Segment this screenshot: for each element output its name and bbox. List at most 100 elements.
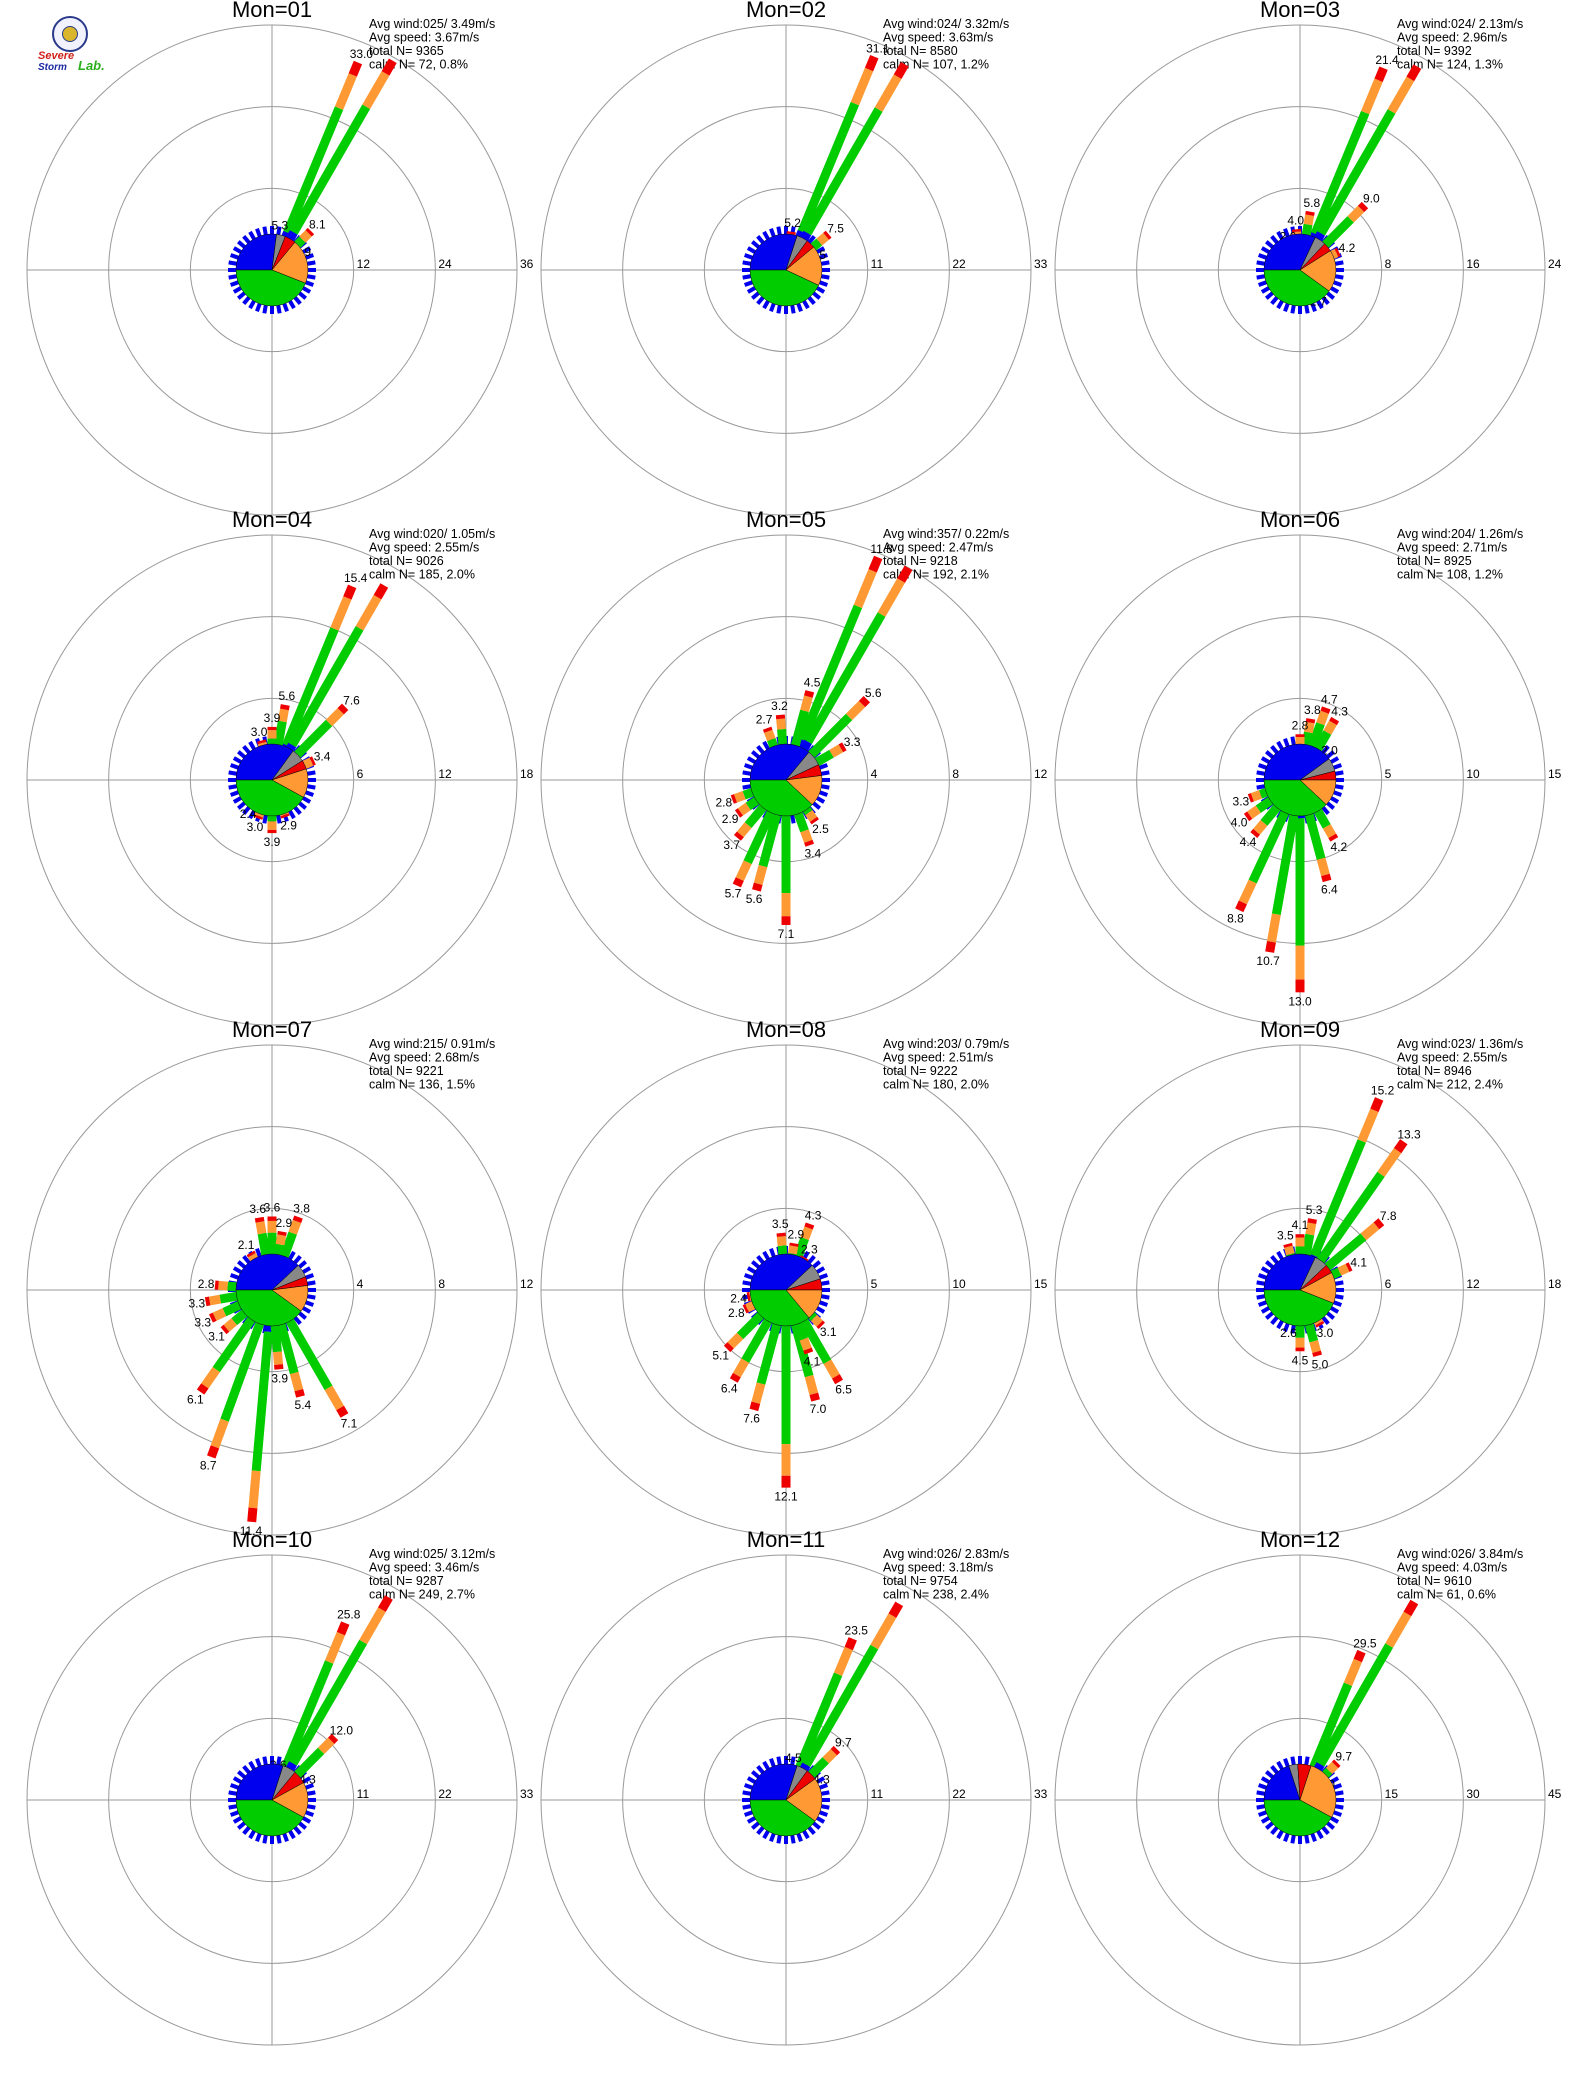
wind-bar <box>742 1304 749 1314</box>
bar-label: 2.8 <box>198 1277 215 1291</box>
stats-line: Avg speed: 2.47m/s <box>883 541 993 555</box>
bar-label: 3.5 <box>772 1217 789 1231</box>
wind-bar <box>220 1324 230 1335</box>
wind-bar <box>1334 247 1341 258</box>
pie-slice <box>235 269 306 307</box>
wind-bar <box>743 810 775 865</box>
bar-label: 21.4 <box>1375 53 1399 67</box>
stats-line: total N= 9218 <box>883 554 958 568</box>
wind-bar <box>286 742 297 752</box>
wind-bar <box>1330 248 1339 259</box>
logo-word-2: Storm <box>38 62 67 73</box>
ring-label: 33 <box>520 1787 534 1801</box>
dir-tick <box>302 1816 312 1824</box>
pie-slice <box>235 1799 304 1837</box>
dir-tick <box>1335 770 1344 776</box>
wind-bar <box>1304 813 1326 860</box>
dir-tick <box>821 784 830 790</box>
wind-bar <box>294 236 306 248</box>
bar-label: 3.1 <box>208 1329 225 1343</box>
wind-bar <box>756 1323 782 1385</box>
wind-bar <box>752 882 763 892</box>
stats-line: Avg speed: 3.18m/s <box>883 1561 993 1575</box>
dir-tick <box>746 286 756 294</box>
wind-bar <box>1314 1318 1324 1326</box>
wind-bar <box>286 230 298 242</box>
bar-label: 3.4 <box>314 750 331 764</box>
dir-tick <box>242 1255 251 1264</box>
stats-line: total N= 9610 <box>1397 1574 1472 1588</box>
wind-bar <box>1323 720 1337 735</box>
wind-bar <box>808 1757 829 1778</box>
ring-label: 24 <box>1548 257 1562 271</box>
wind-bar <box>830 1745 841 1756</box>
dir-tick <box>743 763 753 770</box>
bar-label: 4.3 <box>1331 704 1348 718</box>
dir-tick <box>1283 1323 1290 1333</box>
pie-slice <box>235 1289 302 1327</box>
dir-tick <box>1276 1250 1284 1260</box>
pie-slice <box>235 743 294 781</box>
pie-slice <box>1263 1799 1332 1837</box>
wind-bar <box>212 1316 256 1373</box>
wind-bar <box>804 690 815 698</box>
dir-tick <box>812 801 821 810</box>
dir-tick <box>819 790 829 797</box>
bar-label: 25.8 <box>337 1608 361 1622</box>
dir-tick <box>1321 745 1330 754</box>
wind-bar <box>1328 833 1339 842</box>
bar-label: 5.6 <box>746 892 763 906</box>
bar-label: 5.3 <box>1306 1203 1323 1217</box>
pie-slice <box>749 779 813 817</box>
wind-bar <box>850 67 874 106</box>
dir-tick <box>1260 286 1270 294</box>
wind-bar <box>1345 1262 1353 1272</box>
dir-tick <box>1270 1826 1279 1835</box>
stats-line: Avg speed: 2.55m/s <box>1397 1051 1507 1065</box>
ring-label: 22 <box>952 257 966 271</box>
dir-tick <box>1326 1821 1335 1830</box>
wind-bar <box>248 1470 261 1509</box>
wind-bar <box>800 230 812 242</box>
panel-title: Mon=09 <box>1260 1017 1340 1042</box>
pie-slice <box>271 241 309 284</box>
dir-tick <box>229 790 239 797</box>
wind-bar <box>853 569 877 609</box>
wind-bar <box>803 1347 814 1355</box>
bar-label: 12.0 <box>330 1724 354 1738</box>
dir-tick <box>232 1776 242 1784</box>
wind-bar <box>1329 716 1340 726</box>
wind-bar <box>1255 796 1274 813</box>
wind-bar <box>1321 873 1332 883</box>
wind-bar <box>845 700 866 721</box>
dir-tick <box>1283 1833 1290 1843</box>
dir-tick <box>302 1266 312 1274</box>
lab-logo: Severe Storm Lab. <box>38 16 116 76</box>
stats-line: calm N= 124, 1.3% <box>1397 58 1503 72</box>
dir-tick <box>237 1821 246 1830</box>
wind-bar <box>795 1672 843 1769</box>
wind-bar <box>247 1507 258 1523</box>
wind-bar <box>729 1372 741 1383</box>
wind-bar <box>864 54 879 72</box>
dir-tick <box>769 1757 776 1767</box>
dir-tick <box>1290 736 1296 745</box>
wind-bar <box>795 229 807 239</box>
wind-bar <box>1309 1682 1353 1769</box>
wind-bar <box>1314 1762 1325 1772</box>
bar-label: 8.8 <box>1227 911 1244 925</box>
bar-label: 3.3 <box>188 1296 205 1310</box>
ring-label: 12 <box>520 1277 534 1291</box>
wind-bar <box>737 802 751 816</box>
dir-tick <box>746 1266 756 1274</box>
dir-tick <box>232 756 242 764</box>
bar-label: 3.6 <box>264 1201 281 1215</box>
dir-tick <box>802 1830 810 1840</box>
wind-bar <box>776 718 787 730</box>
bar-label: 8.7 <box>200 1458 217 1472</box>
dir-tick <box>262 1835 268 1844</box>
bar-label: 6.4 <box>721 1381 738 1395</box>
dir-tick <box>1326 1311 1335 1320</box>
